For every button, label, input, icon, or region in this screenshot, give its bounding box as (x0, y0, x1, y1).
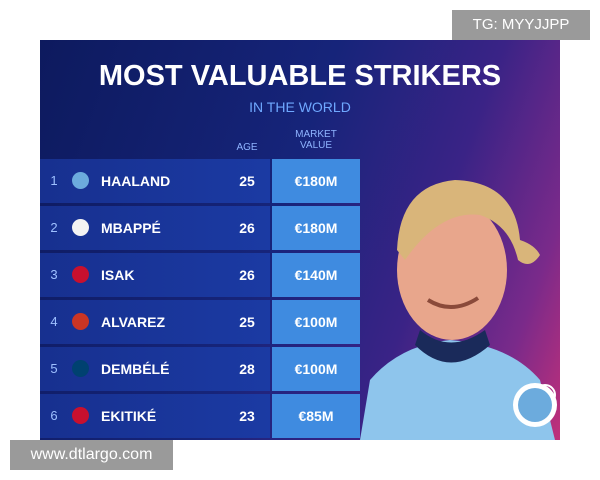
value-cell (272, 253, 360, 297)
player-name: ALVAREZ (101, 314, 166, 330)
rank: 1 (50, 173, 58, 188)
market-value: €180M (294, 173, 338, 189)
player-name: MBAPPÉ (101, 220, 161, 236)
watermark-bottom: www.dtlargo.com (10, 440, 173, 470)
age: 23 (239, 408, 255, 424)
poster: MOST VALUABLE STRIKERS IN THE WORLD AGE … (40, 40, 560, 440)
age: 26 (239, 267, 255, 283)
watermark-top: TG: MYYJJPP (452, 10, 590, 40)
subtitle: IN THE WORLD (249, 99, 351, 115)
market-value: €140M (294, 267, 338, 283)
club-logo (72, 313, 89, 330)
rank: 2 (50, 220, 58, 235)
player-name: EKITIKÉ (101, 408, 157, 424)
value-cell (272, 159, 360, 203)
club-logo (72, 407, 89, 424)
market-value: €180M (294, 220, 338, 236)
rank: 4 (50, 314, 58, 329)
player-photo (360, 180, 557, 440)
market-value: €100M (294, 314, 338, 330)
value-header-line: VALUE (299, 140, 333, 151)
title: MOST VALUABLE STRIKERS (98, 60, 502, 92)
age: 25 (239, 173, 255, 189)
value-cell (272, 300, 360, 344)
player-name: HAALAND (101, 173, 171, 189)
rank: 5 (50, 361, 58, 376)
value-cell (272, 206, 360, 250)
value-header: MARKET VALUE (276, 129, 356, 151)
club-logo (72, 172, 89, 189)
value-cell (272, 394, 360, 438)
club-logo (72, 219, 89, 236)
age-header: AGE (236, 142, 258, 153)
player-name: ISAK (101, 267, 135, 283)
rank: 6 (50, 408, 58, 423)
age: 25 (239, 314, 255, 330)
player-name: DEMBÉLÉ (101, 361, 170, 377)
value-cell (272, 347, 360, 391)
market-value: €85M (298, 408, 334, 424)
rank: 3 (50, 267, 58, 282)
age: 26 (239, 220, 255, 236)
club-logo (72, 360, 89, 377)
club-logo (72, 266, 89, 283)
age: 28 (239, 361, 255, 377)
value-header-line: MARKET (295, 129, 337, 140)
market-value: €100M (294, 361, 338, 377)
